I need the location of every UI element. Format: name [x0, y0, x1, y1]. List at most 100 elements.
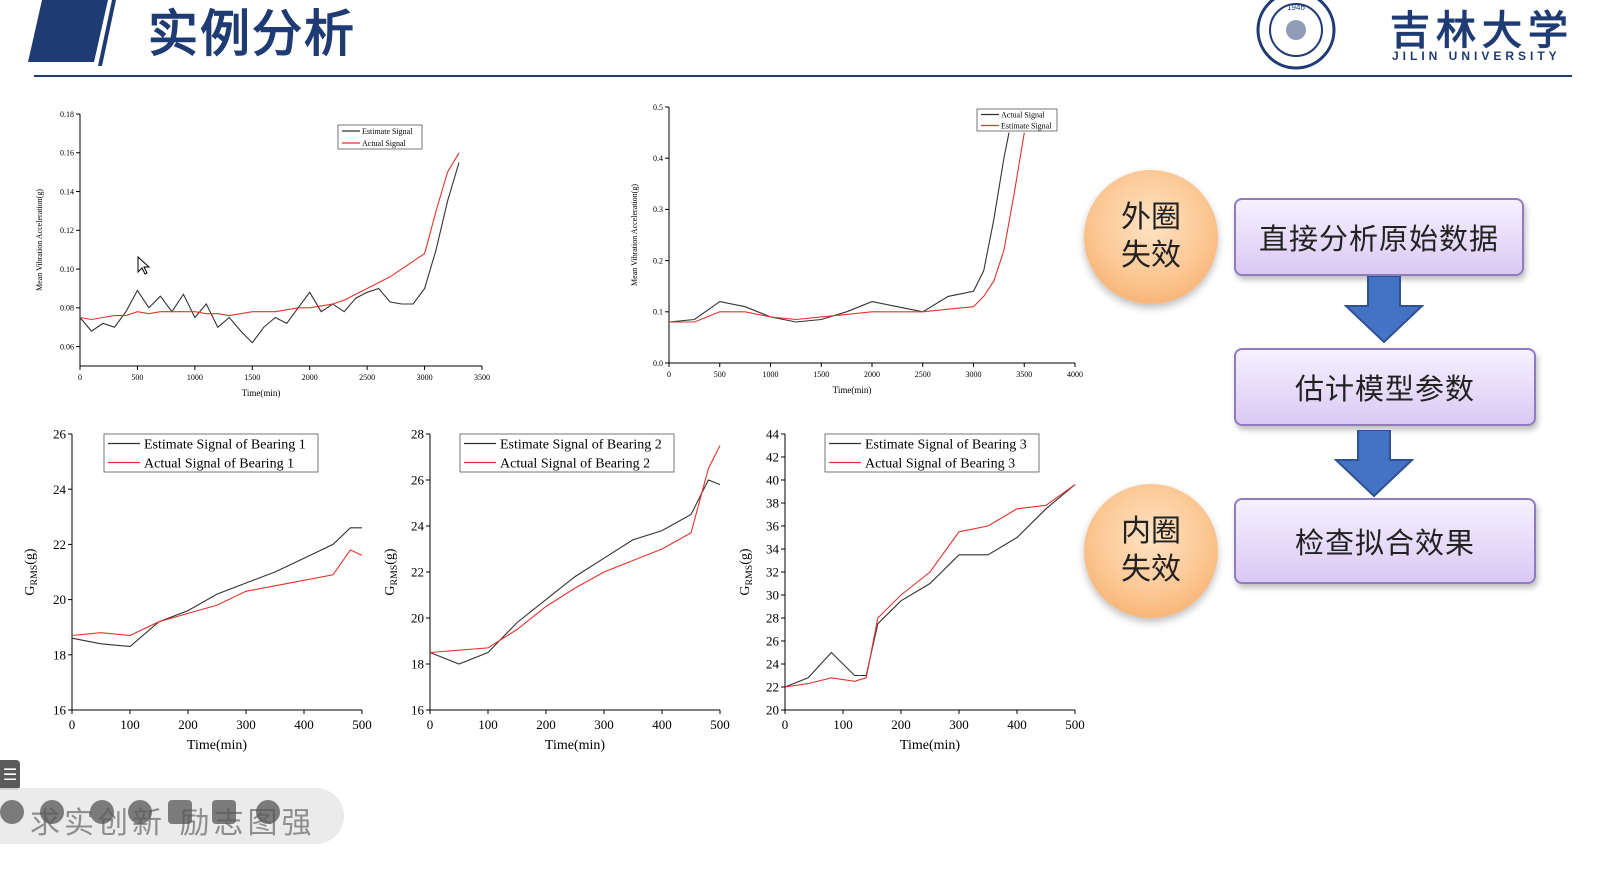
x-axis-label: Time(min)	[900, 738, 960, 753]
legend-entry: Estimate Signal of Bearing 3	[865, 437, 1027, 452]
y-axis-label-unit: (g)	[738, 548, 753, 565]
legend-box	[337, 124, 423, 150]
series-line	[71, 527, 362, 648]
y-tick-label: 34	[766, 542, 780, 557]
y-axis-label-subscript: RMS	[29, 565, 40, 586]
inner-failure-badge: 内圈失效	[1084, 484, 1218, 618]
legend-box	[824, 433, 1040, 473]
y-tick-label: 24	[411, 519, 425, 534]
x-tick-label: 200	[178, 717, 198, 732]
x-tick-label: 0	[78, 373, 82, 382]
x-tick-label: 0	[427, 717, 434, 732]
y-tick-label: 0.16	[60, 149, 74, 158]
chart-mean-vibration-outer: 0 500 1000 1500 2000 2500 3000 3500 0.06 0.08 0.10…	[35, 110, 490, 398]
series-line	[668, 132, 1010, 323]
outer-failure-badge: 外圈失效	[1084, 170, 1218, 304]
legend-box	[103, 433, 319, 473]
legend-box	[459, 433, 675, 473]
x-tick-label: 1500	[813, 370, 829, 379]
camera-icon[interactable]	[168, 800, 192, 824]
y-tick-label: 26	[766, 634, 780, 649]
y-tick-label: 20	[766, 703, 779, 718]
x-tick-label: 2000	[302, 373, 318, 382]
x-tick-label: 100	[833, 717, 853, 732]
header-accent-bar	[28, 0, 116, 66]
y-tick-label: 0.0	[653, 359, 663, 368]
chart-grms-bearing-1: 0 100 200 300 400 500 16 18 20 22 24 26 Time(min) GRM…	[23, 427, 372, 753]
y-tick-label: 42	[766, 450, 779, 465]
legend-entry: Actual Signal	[362, 139, 407, 148]
y-tick-label: 20	[53, 592, 66, 607]
y-tick-label: 28	[766, 611, 779, 626]
y-axis-label: GRMS(g)	[23, 548, 40, 595]
x-tick-label: 0	[69, 717, 76, 732]
y-tick-label: 22	[411, 565, 424, 580]
play-icon[interactable]	[40, 800, 64, 824]
x-axis-label: Time(min)	[545, 738, 605, 753]
y-tick-label: 26	[411, 473, 425, 488]
y-tick-label: 22	[53, 537, 66, 552]
y-tick-label: 30	[766, 588, 779, 603]
x-tick-label: 0	[782, 717, 789, 732]
y-tick-label: 0.08	[60, 304, 74, 313]
legend-entry: Estimate Signal of Bearing 1	[144, 437, 306, 452]
x-tick-label: 4000	[1067, 370, 1083, 379]
mouse-cursor-icon	[137, 256, 151, 275]
y-axis-label-unit: (g)	[383, 548, 398, 565]
x-tick-label: 400	[1007, 717, 1027, 732]
x-tick-label: 3000	[417, 373, 433, 382]
x-tick-label: 300	[236, 717, 256, 732]
y-tick-label: 44	[766, 427, 780, 442]
series-line	[71, 549, 363, 637]
y-axis-label: GRMS(g)	[738, 548, 755, 595]
x-tick-label: 100	[478, 717, 498, 732]
series-line	[784, 484, 1076, 688]
y-tick-label: 0.12	[60, 226, 74, 235]
series-line	[429, 445, 721, 654]
side-menu-button[interactable]: ☰	[0, 760, 20, 790]
x-tick-label: 500	[131, 373, 143, 382]
y-tick-label: 18	[53, 647, 66, 662]
x-tick-label: 200	[891, 717, 911, 732]
x-tick-label: 0	[667, 370, 671, 379]
y-tick-label: 0.18	[60, 110, 74, 119]
header-divider	[34, 75, 1572, 77]
y-tick-label: 0.2	[653, 256, 663, 265]
chart-grms-bearing-3: 0 100 200 300 400 500 20 22 24 26 28 30 32 34 36 38 40 42…	[738, 427, 1085, 753]
university-name-en: JILIN UNIVERSITY	[1392, 49, 1561, 63]
more-icon[interactable]	[256, 800, 280, 824]
previous-icon[interactable]	[0, 800, 24, 824]
legend-entry: Estimate Signal	[1001, 121, 1052, 130]
flow-step-estimate: 估计模型参数	[1234, 348, 1536, 426]
series-line	[784, 484, 1076, 688]
y-tick-label: 0.4	[653, 154, 663, 163]
series-line	[429, 479, 721, 665]
x-axis-label: Time(min)	[242, 388, 281, 398]
zoom-icon[interactable]	[128, 800, 152, 824]
x-tick-label: 500	[714, 370, 726, 379]
x-tick-label: 2500	[359, 373, 375, 382]
legend-entry: Actual Signal of Bearing 3	[865, 456, 1015, 471]
legend-entry: Actual Signal	[1001, 110, 1046, 119]
y-tick-label: 26	[53, 427, 67, 442]
subtitle-icon[interactable]	[212, 800, 236, 824]
y-tick-label: 0.14	[60, 187, 74, 196]
pen-icon[interactable]	[90, 800, 114, 824]
y-tick-label: 0.10	[60, 265, 74, 274]
y-tick-label: 18	[411, 657, 424, 672]
x-tick-label: 500	[1065, 717, 1085, 732]
y-tick-label: 38	[766, 496, 779, 511]
x-tick-label: 2000	[864, 370, 880, 379]
svg-text:1946: 1946	[1287, 3, 1305, 12]
legend-entry: Estimate Signal of Bearing 2	[500, 437, 662, 452]
y-tick-label: 40	[766, 473, 779, 488]
flow-step-analyze: 直接分析原始数据	[1234, 198, 1524, 276]
legend-entry: Actual Signal of Bearing 2	[500, 456, 650, 471]
y-axis-label: Mean Vibration Acceleration(g)	[630, 184, 639, 286]
y-axis-label: Mean Vibration Acceleration(g)	[35, 189, 44, 291]
y-tick-label: 36	[766, 519, 780, 534]
y-tick-label: 20	[411, 611, 424, 626]
y-tick-label: 16	[411, 703, 425, 718]
y-tick-label: 0.3	[653, 205, 663, 214]
y-tick-label: 0.1	[653, 308, 663, 317]
